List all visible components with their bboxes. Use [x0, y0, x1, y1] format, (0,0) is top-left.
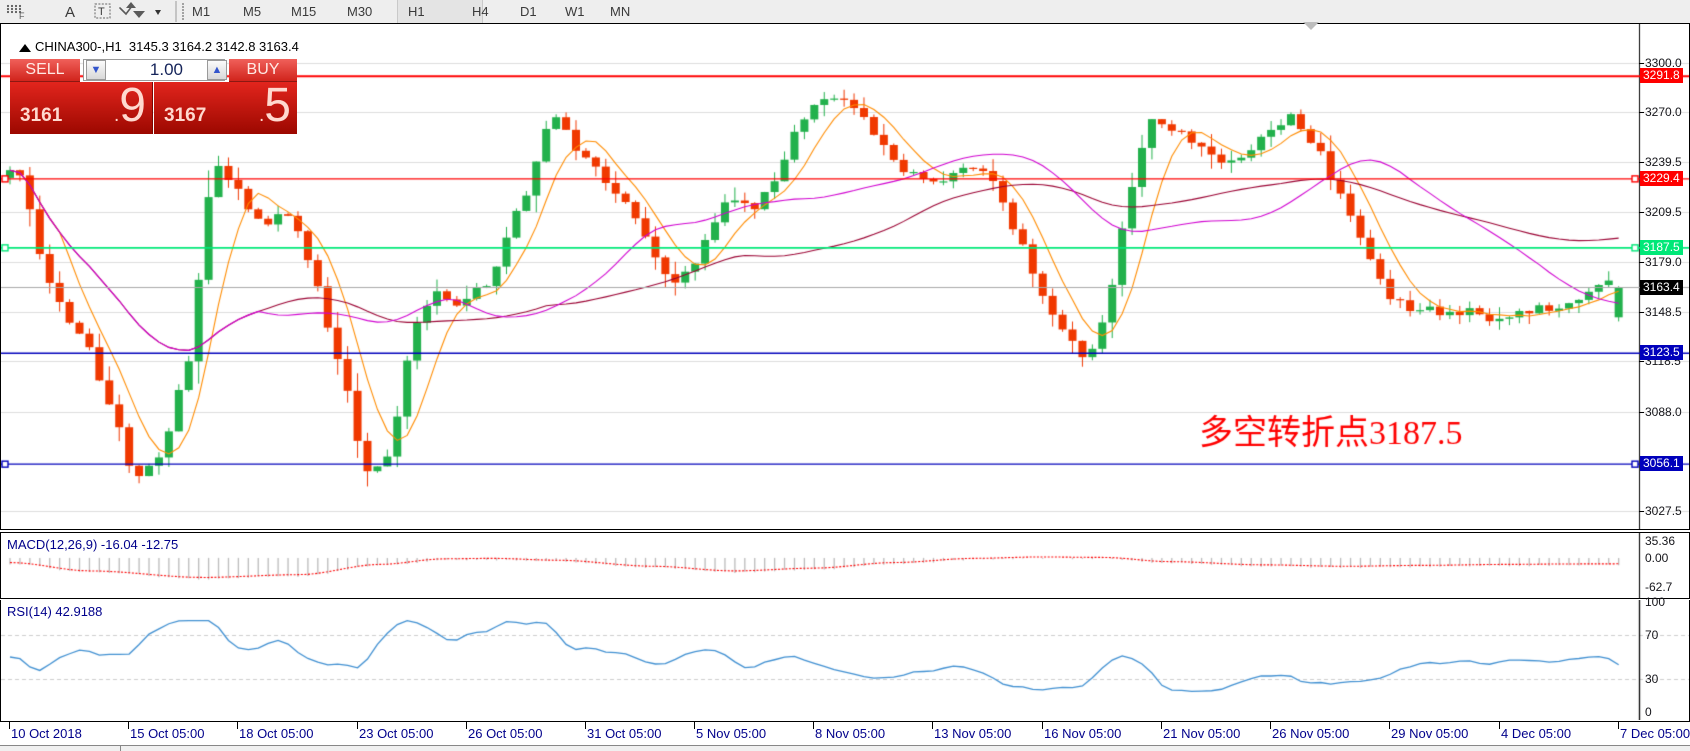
svg-text:T: T	[98, 6, 105, 18]
svg-text:A: A	[65, 4, 75, 21]
svg-text:F: F	[19, 11, 25, 21]
